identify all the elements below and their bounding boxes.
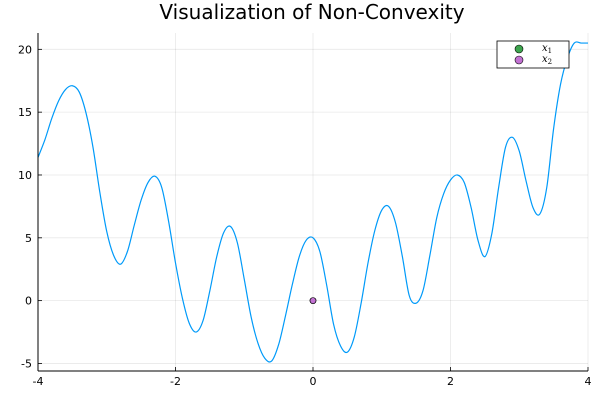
x-tick-label: 0 (310, 375, 317, 388)
legend-marker-x2 (514, 55, 524, 65)
legend-box (496, 40, 570, 69)
axes (37, 33, 589, 372)
y-tick-label: 10 (18, 169, 32, 182)
legend-label-main: x (542, 43, 548, 54)
x-tick-label: -4 (33, 375, 44, 388)
legend-label-x1: x1 (542, 43, 552, 55)
y-tick-label: -5 (21, 357, 32, 370)
legend-marker-x1 (514, 44, 524, 54)
legend-label-sub: 1 (548, 47, 552, 55)
grid (37, 33, 589, 371)
x-tick-label: 2 (447, 375, 454, 388)
x-tick-label: 4 (585, 375, 592, 388)
series-line (37, 41, 588, 363)
chart-title: Visualization of Non-Convexity (159, 0, 464, 24)
scatter-points-layer (309, 297, 317, 304)
y-tick-label: 20 (18, 43, 32, 56)
legend-label-x2: x2 (542, 54, 552, 66)
legend-label-main: x (542, 54, 548, 65)
scatter-point-x2 (309, 297, 317, 304)
legend-label-sub: 2 (548, 58, 552, 66)
y-tick-label: 15 (18, 106, 32, 119)
tick-labels: -4 -2 0 2 4 -5 0 5 10 15 20 (18, 43, 592, 388)
y-tick-label: 5 (25, 232, 32, 245)
y-tick-label: 0 (25, 295, 32, 308)
x-tick-label: -2 (170, 375, 181, 388)
series-curve-layer (37, 41, 588, 363)
